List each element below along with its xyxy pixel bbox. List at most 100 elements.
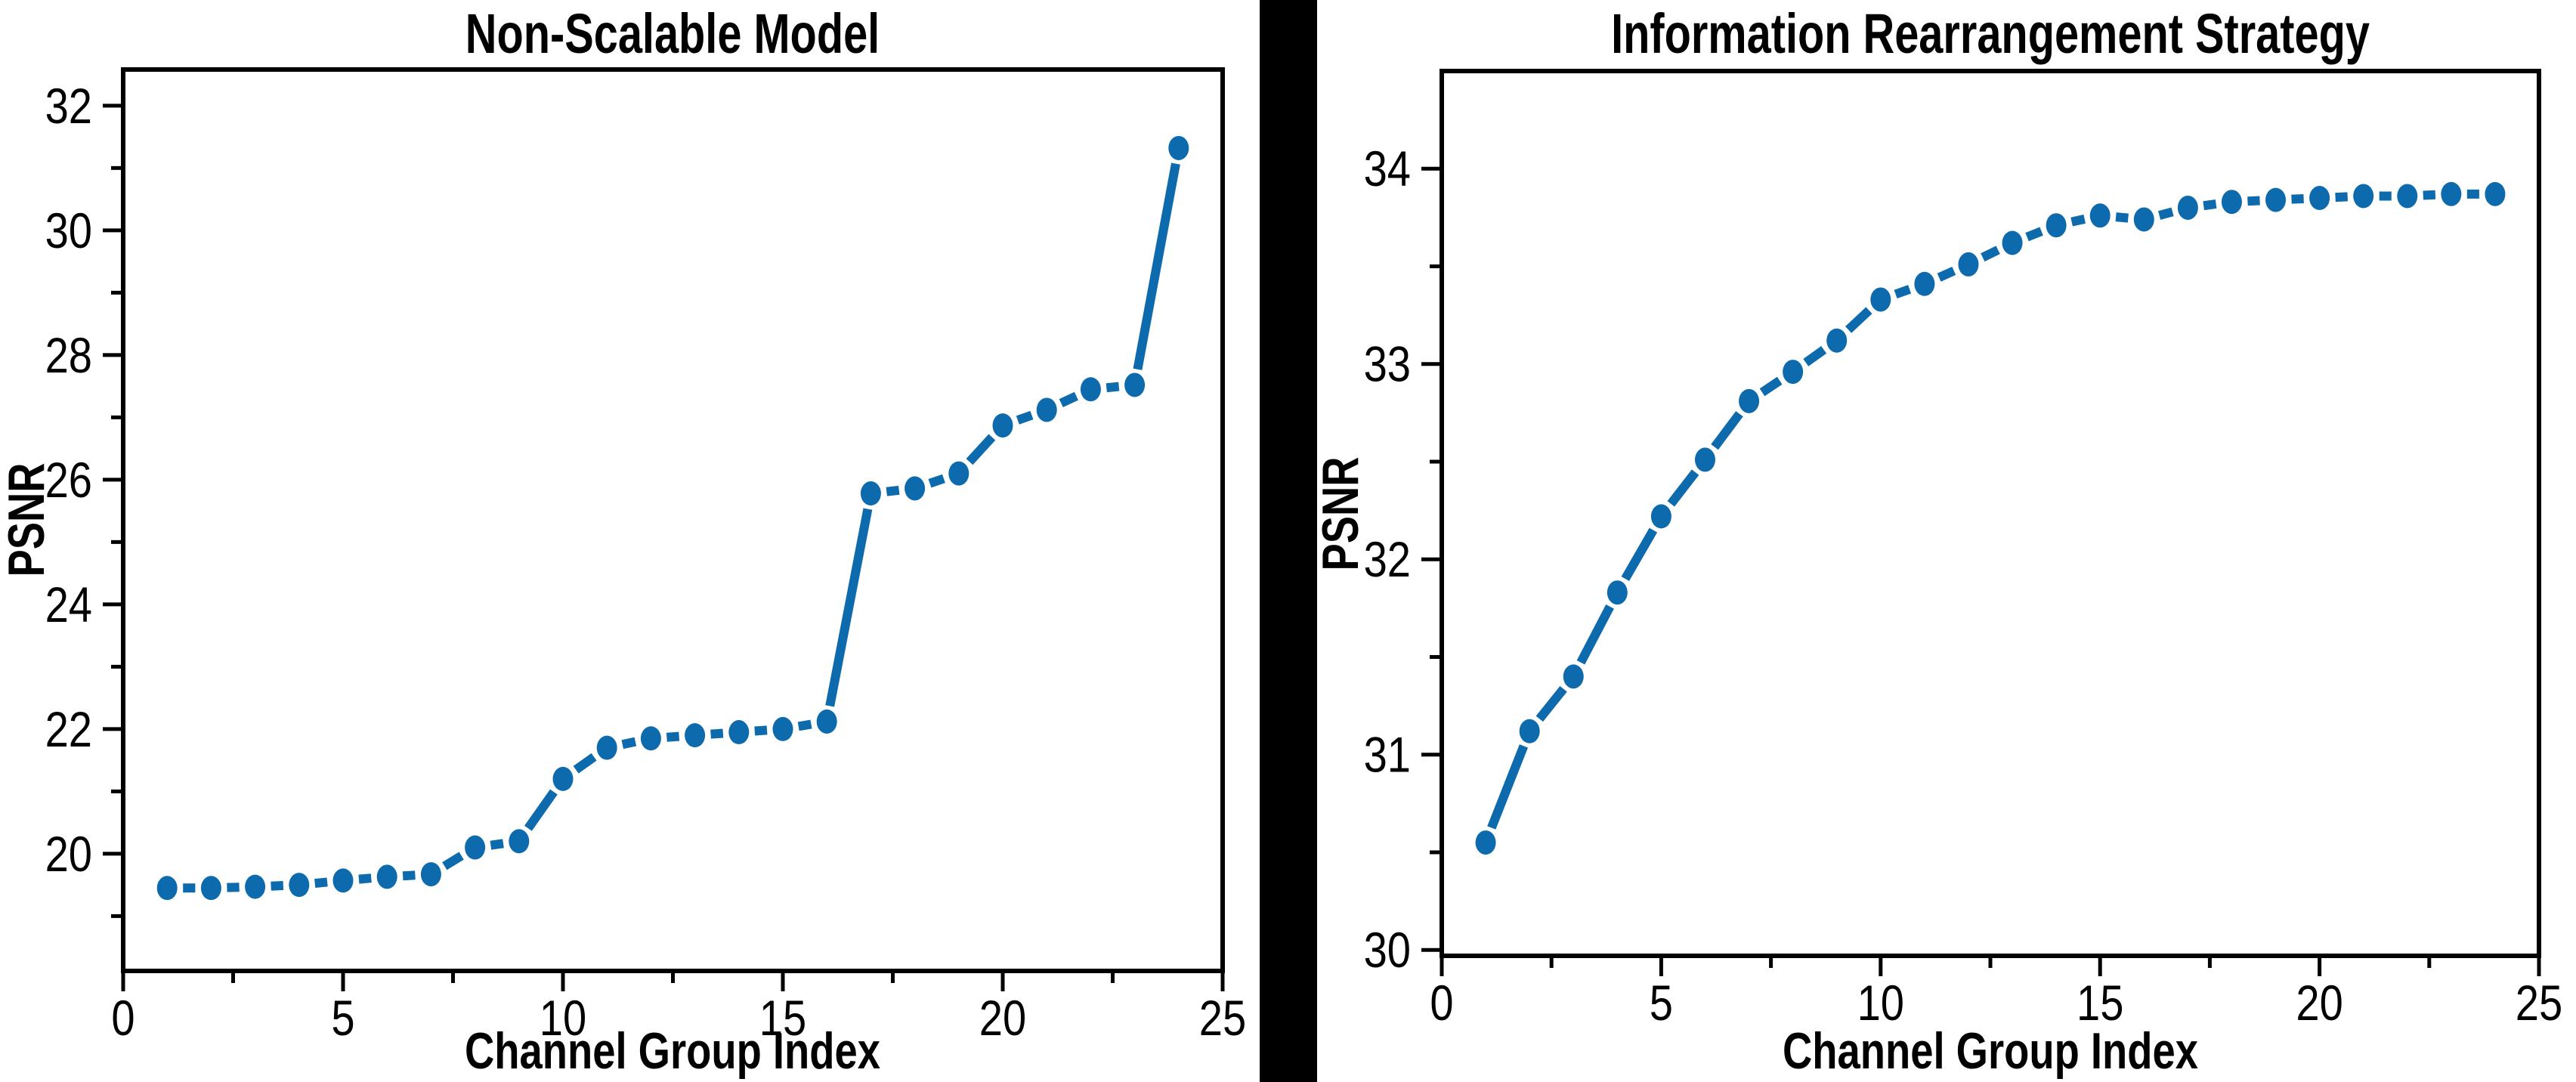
chart-non-scalable-model: 0 5 10 15 20 25 20 22 24 26 28 30 32 Non-Scalable Mod… (0, 3, 1246, 1080)
series-line-segment (1937, 266, 1956, 282)
data-point-marker (509, 829, 530, 854)
data-point-marker (1870, 287, 1891, 312)
series-line-segment (1667, 469, 1699, 507)
data-point-marker (2046, 213, 2067, 238)
data-point-marker (2221, 190, 2242, 215)
data-point-marker (1783, 360, 1804, 385)
x-tick-label: 10 (540, 991, 586, 1046)
series-line-segment (1803, 346, 1827, 366)
data-point-marker (1650, 504, 1671, 529)
data-point-marker (1036, 397, 1057, 422)
x-tick-label: 10 (1857, 975, 1904, 1031)
series-line-segment (621, 737, 637, 750)
data-point-marker (1607, 580, 1628, 605)
series-line-segment (1576, 604, 1614, 665)
series-line-segment (1711, 411, 1743, 450)
series-line-segment (314, 877, 328, 889)
data-point-marker (156, 876, 178, 901)
series-line-segment (2070, 214, 2086, 227)
data-point-marker (1914, 271, 1935, 296)
data-point-marker (728, 720, 750, 745)
x-tick-label: 25 (1199, 991, 1246, 1046)
data-point-marker (2133, 207, 2154, 232)
y-tick-label: 28 (45, 328, 92, 383)
y-tick-label: 30 (45, 203, 92, 258)
y-tick-label: 24 (45, 577, 92, 632)
data-point-marker (596, 735, 617, 760)
data-point-marker (2485, 181, 2506, 206)
series-line-segment (1016, 410, 1034, 425)
data-point-marker (1080, 377, 1101, 402)
data-point-marker (552, 766, 574, 791)
data-point-marker (1124, 373, 1146, 397)
series-line-segment (928, 474, 945, 488)
data-point-marker (2397, 184, 2418, 209)
series-line-segment (2423, 190, 2436, 200)
series-line-segment (1845, 307, 1872, 333)
data-point-marker (465, 835, 486, 860)
series-line-segment (402, 870, 416, 881)
series-line-segment (1059, 391, 1078, 408)
series-line-segment (825, 508, 873, 707)
data-point-marker (1475, 830, 1496, 855)
plot-frame (121, 67, 1225, 973)
data-point-marker (200, 876, 221, 901)
series-line-segment (2203, 199, 2217, 211)
data-point-marker (640, 726, 661, 751)
y-tick-label: 32 (1364, 532, 1411, 587)
data-point-marker (2309, 186, 2330, 211)
series-line-segment (1535, 685, 1567, 722)
data-point-marker (948, 461, 969, 486)
series-line-segment (573, 753, 597, 774)
data-point-marker (2002, 230, 2023, 255)
series-line-segment (1106, 382, 1120, 393)
y-tick-label: 30 (1364, 923, 1411, 978)
y-tick-label: 26 (45, 453, 92, 508)
series-line-segment (1759, 376, 1783, 397)
data-point-marker (1958, 252, 1979, 277)
data-point-marker (772, 716, 793, 741)
y-tick-label: 33 (1364, 336, 1411, 391)
data-point-marker (332, 868, 354, 893)
x-tick-label: 0 (111, 991, 135, 1046)
series-line-segment (1981, 246, 2000, 262)
series-line-segment (2335, 192, 2348, 202)
chart-title: Non-Scalable Model (465, 3, 880, 66)
y-tick-label: 34 (1364, 141, 1411, 196)
x-axis-label: Channel Group Index (465, 1022, 880, 1080)
y-tick-label: 32 (45, 79, 92, 134)
data-point-marker (1168, 135, 1189, 160)
data-point-marker (1826, 328, 1848, 353)
data-point-marker (905, 476, 926, 501)
data-point-marker (2441, 181, 2462, 206)
y-tick-label: 20 (45, 827, 92, 882)
series-line-segment (966, 434, 996, 465)
data-point-marker (2089, 203, 2111, 228)
series-line-segment (1487, 744, 1529, 830)
series-line-segment (1133, 162, 1180, 370)
x-tick-label: 5 (1650, 975, 1673, 1031)
series-line-segment (2247, 196, 2260, 206)
data-point-marker (1519, 719, 1540, 743)
x-tick-label: 25 (2516, 975, 2562, 1031)
data-point-marker (685, 723, 706, 748)
series-line-segment (442, 852, 464, 870)
series-line-segment (2158, 207, 2174, 220)
chart-information-rearrangement: 0 5 10 15 20 25 30 31 32 33 34 Information Rearrang… (1317, 3, 2562, 1080)
data-point-marker (1739, 388, 1760, 413)
x-tick-label: 20 (2296, 975, 2343, 1031)
data-point-marker (2353, 184, 2374, 209)
series-line-segment (1621, 527, 1658, 581)
x-tick-label: 20 (979, 991, 1026, 1046)
series-line-segment (358, 873, 372, 884)
x-axis-label: Channel Group Index (1783, 1022, 2198, 1080)
data-point-marker (2265, 187, 2287, 212)
y-axis-label: PSNR (1317, 456, 1369, 570)
panel-divider (1260, 0, 1317, 1082)
data-point-marker (245, 874, 266, 899)
data-point-marker (420, 862, 441, 887)
data-point-marker (860, 481, 881, 506)
x-tick-label: 15 (759, 991, 806, 1046)
y-tick-label: 22 (45, 702, 92, 757)
